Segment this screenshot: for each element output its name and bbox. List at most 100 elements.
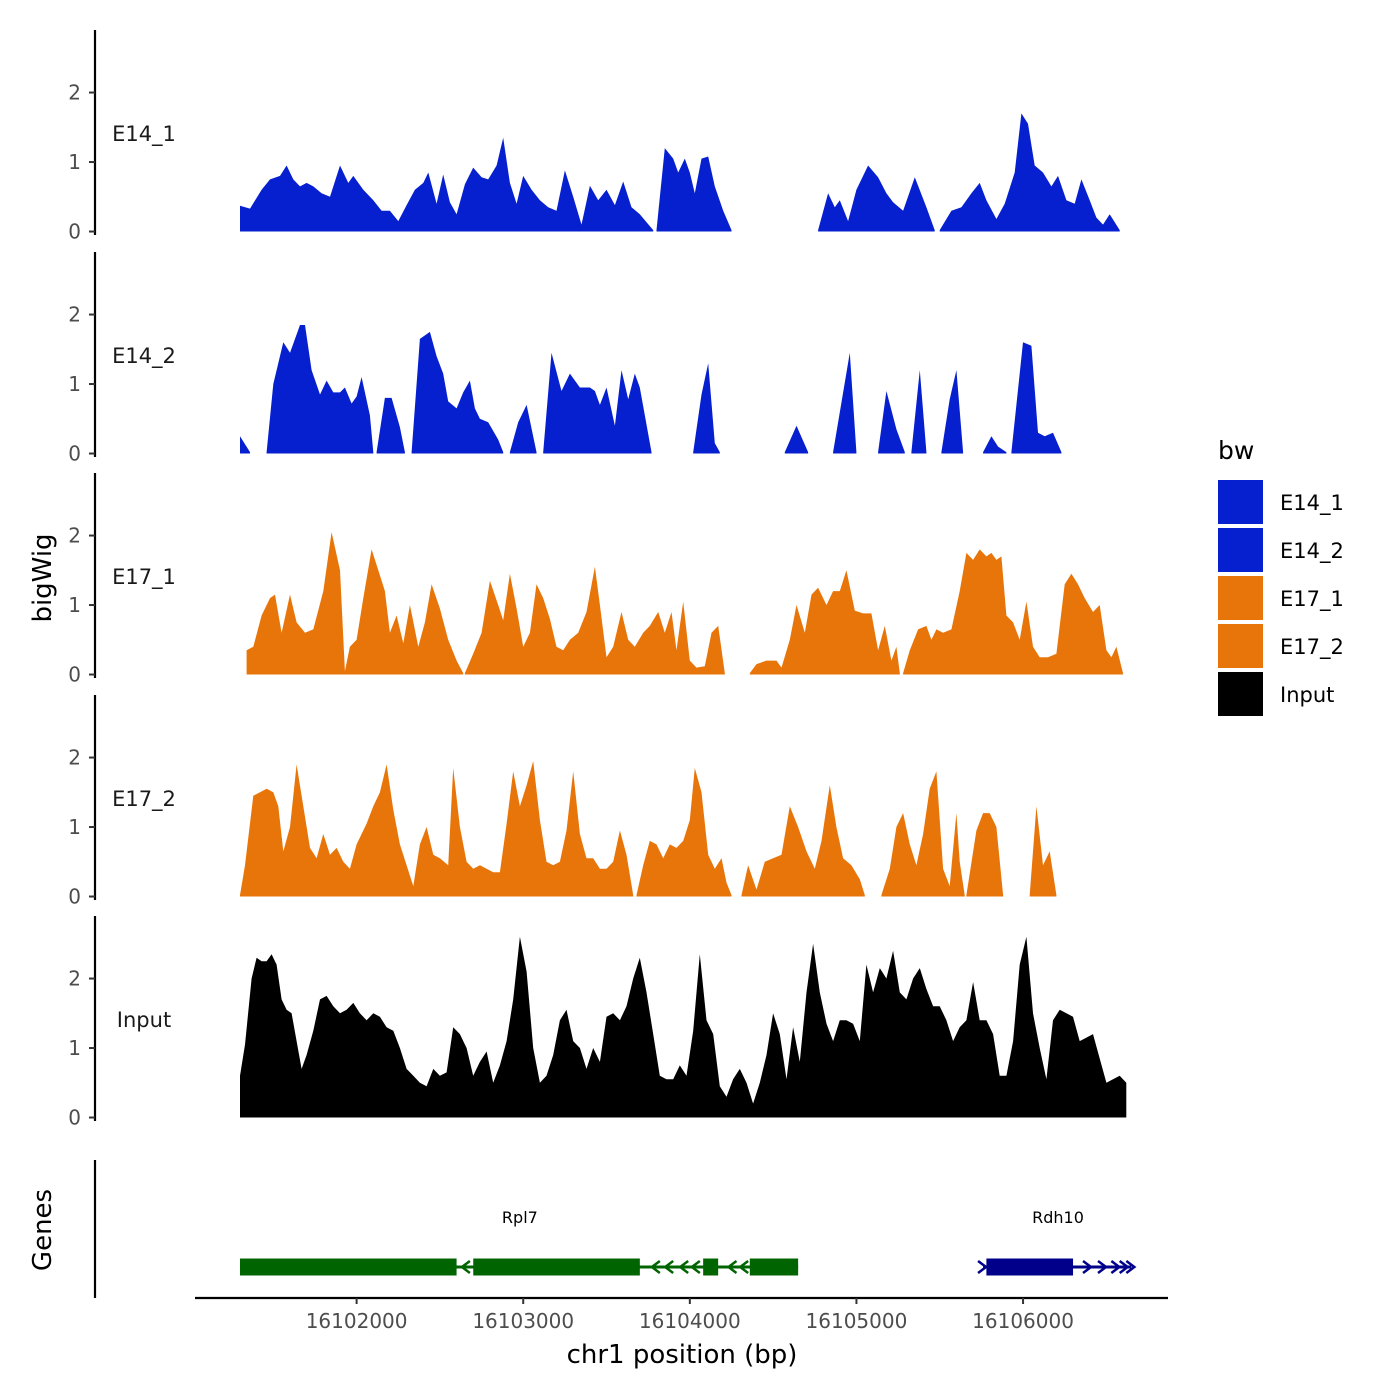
coverage-area-e14_1-3 xyxy=(939,113,1120,232)
gene-exon xyxy=(749,1258,799,1276)
y-tick-label: 0 xyxy=(68,663,81,687)
x-tick-label: 16105000 xyxy=(806,1309,908,1333)
coverage-area-e14_2-10 xyxy=(911,370,927,454)
strand-arrow xyxy=(738,1260,749,1274)
x-tick-label: 16102000 xyxy=(306,1309,408,1333)
y-tick-label: 2 xyxy=(68,303,81,327)
y-axis-title: bigWig xyxy=(28,533,58,622)
gene-exon xyxy=(986,1258,1074,1276)
genes-panel: Rpl7 Rdh10 xyxy=(93,1160,1137,1298)
coverage-area-e14_2-5 xyxy=(543,352,652,454)
x-tick-label: 16106000 xyxy=(972,1309,1074,1333)
legend-label: E14_2 xyxy=(1280,539,1344,564)
track-panels: 0 1 2 E14_1 0 1 2 E14_2 0 1 2 E17_1 0 1 2 E17_2 0 1 2 Input xyxy=(68,30,1127,1130)
genes-axis-title: Genes xyxy=(28,1189,58,1271)
y-tick-label: 1 xyxy=(68,150,81,174)
gene-exon xyxy=(239,1258,457,1276)
strand-arrow xyxy=(649,1260,661,1274)
coverage-area-e17_1-3 xyxy=(903,549,1123,675)
strand-arrow xyxy=(459,1260,471,1274)
x-tick-label: 16103000 xyxy=(472,1309,574,1333)
y-tick-label: 0 xyxy=(68,220,81,244)
strand-arrow xyxy=(1110,1260,1122,1274)
legend-label: E17_2 xyxy=(1280,635,1344,660)
coverage-area-e14_2-13 xyxy=(1011,342,1062,454)
coverage-area-e17_1-1 xyxy=(464,566,725,675)
y-tick-label: 2 xyxy=(68,746,81,770)
coverage-area-e14_2-7 xyxy=(784,425,809,454)
strand-arrow xyxy=(977,1260,989,1274)
strand-arrow xyxy=(663,1260,674,1274)
strand-arrow xyxy=(689,1260,701,1274)
coverage-area-e17_2-5 xyxy=(1029,806,1057,897)
track-panel-e14_2: 0 1 2 E14_2 xyxy=(68,252,1062,466)
coverage-area-e14_1-1 xyxy=(656,148,732,232)
coverage-area-e14_1-2 xyxy=(818,165,935,232)
gene-label-rdh10: Rdh10 xyxy=(1032,1208,1084,1227)
legend: bw E14_1 E14_2 E17_1 E17_2 Input xyxy=(1218,436,1344,716)
track-label-e14_2: E14_2 xyxy=(112,344,176,369)
legend-swatch xyxy=(1218,624,1263,668)
coverage-area-e14_2-12 xyxy=(983,436,1007,454)
coverage-area-e17_2-2 xyxy=(741,785,865,897)
strand-arrow xyxy=(726,1260,738,1274)
y-tick-label: 1 xyxy=(68,372,81,396)
y-tick-label: 0 xyxy=(68,1106,81,1130)
coverage-area-e14_2-6 xyxy=(693,363,720,454)
coverage-area-e14_2-9 xyxy=(878,391,905,454)
coverage-area-e17_1-2 xyxy=(749,570,900,675)
gene-exon xyxy=(473,1258,640,1276)
gene-exon xyxy=(703,1258,719,1276)
y-tick-label: 2 xyxy=(68,81,81,105)
legend-swatch xyxy=(1218,672,1263,716)
coverage-area-input-0 xyxy=(240,936,1127,1118)
track-label-e17_2: E17_2 xyxy=(112,787,176,812)
x-axis-title: chr1 position (bp) xyxy=(567,1340,798,1370)
gene-label-rpl7: Rpl7 xyxy=(502,1208,538,1227)
track-panel-input: 0 1 2 Input xyxy=(68,916,1127,1130)
track-panel-e17_1: 0 1 2 E17_1 xyxy=(68,473,1123,687)
legend-swatch xyxy=(1218,576,1263,620)
gene-rdh10: Rdh10 xyxy=(977,1208,1137,1276)
strand-arrow xyxy=(1125,1260,1137,1274)
coverage-area-e17_2-3 xyxy=(881,771,965,897)
track-label-e17_1: E17_1 xyxy=(112,565,176,590)
strand-arrow xyxy=(678,1260,689,1274)
strand-arrow xyxy=(1118,1260,1130,1274)
legend-swatch xyxy=(1218,480,1263,524)
coverage-area-e14_2-0 xyxy=(240,436,250,454)
legend-label: E17_1 xyxy=(1280,587,1344,612)
coverage-area-e14_1-0 xyxy=(240,137,654,232)
track-label-input: Input xyxy=(117,1008,171,1032)
y-tick-label: 0 xyxy=(68,885,81,909)
y-tick-label: 0 xyxy=(68,442,81,466)
coverage-area-e14_2-1 xyxy=(266,325,374,454)
y-tick-label: 1 xyxy=(68,815,81,839)
coverage-area-e17_2-1 xyxy=(636,768,732,897)
coverage-area-e17_1-0 xyxy=(246,532,464,675)
coverage-area-e14_2-3 xyxy=(411,331,504,454)
strand-arrow xyxy=(1097,1260,1109,1274)
track-panel-e14_1: 0 1 2 E14_1 xyxy=(68,30,1120,244)
track-label-e14_1: E14_1 xyxy=(112,122,176,147)
coverage-area-e14_2-11 xyxy=(941,370,964,454)
coverage-area-e17_2-4 xyxy=(966,813,1004,897)
strand-arrow xyxy=(1082,1260,1094,1274)
y-tick-label: 1 xyxy=(68,593,81,617)
coverage-area-e17_2-0 xyxy=(240,761,634,897)
x-tick-label: 16104000 xyxy=(639,1309,741,1333)
legend-label: Input xyxy=(1280,683,1334,707)
legend-swatch xyxy=(1218,528,1263,572)
y-tick-label: 2 xyxy=(68,524,81,548)
y-tick-label: 1 xyxy=(68,1036,81,1060)
y-tick-label: 2 xyxy=(68,967,81,991)
legend-label: E14_1 xyxy=(1280,491,1344,516)
track-panel-e17_2: 0 1 2 E17_2 xyxy=(68,695,1057,909)
coverage-area-e14_2-4 xyxy=(509,404,537,454)
coverage-area-e14_2-2 xyxy=(376,397,405,454)
gene-rpl7: Rpl7 xyxy=(239,1208,799,1276)
coverage-area-e14_2-8 xyxy=(833,352,857,454)
x-axis: 16102000 16103000 16104000 16105000 16106000 xyxy=(195,1296,1168,1333)
